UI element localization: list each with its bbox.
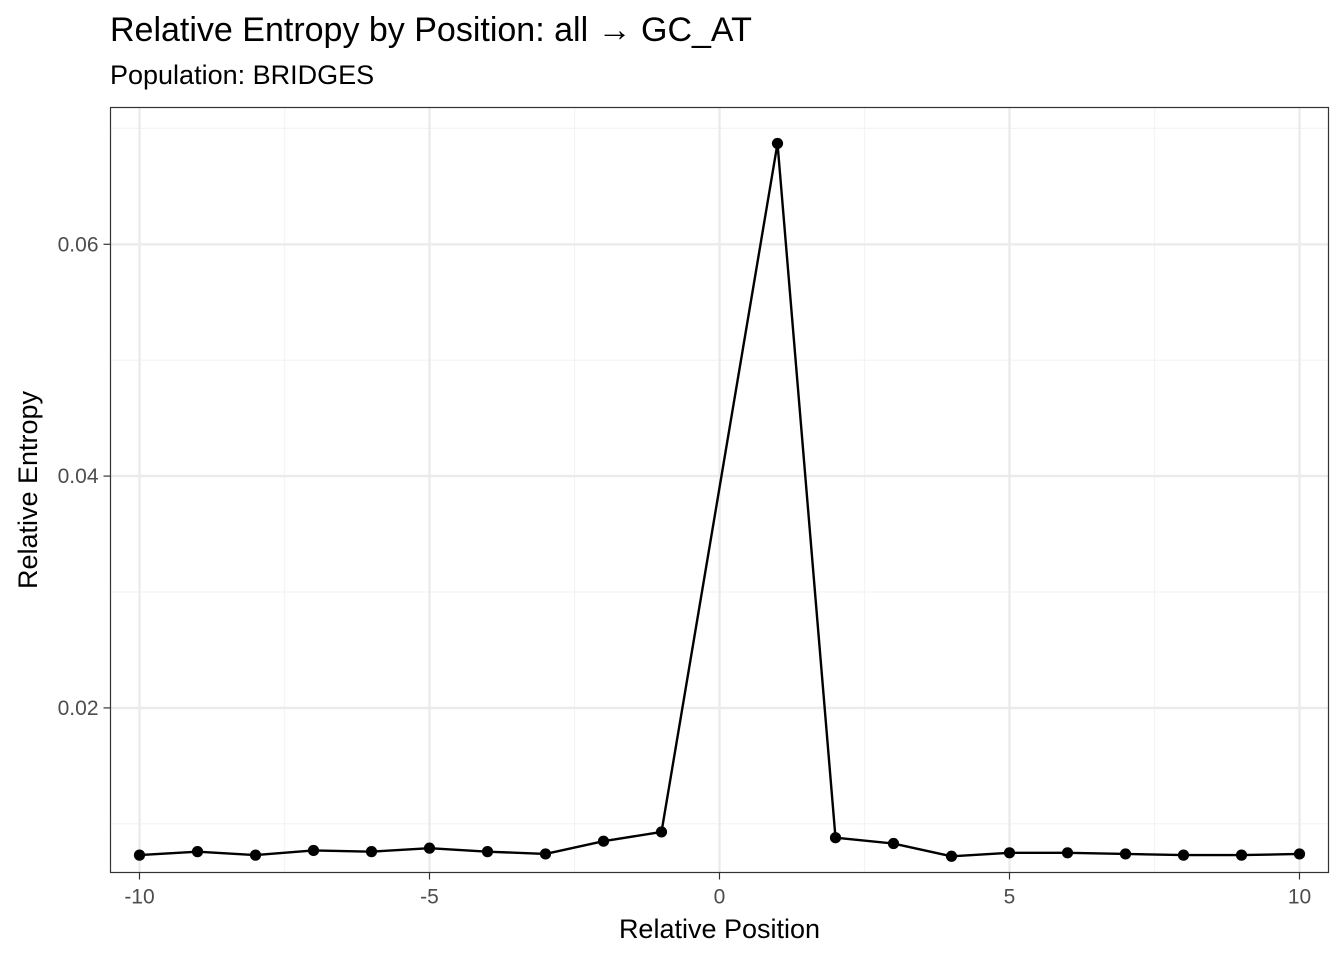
x-tick-label: -10: [124, 886, 154, 909]
data-point: [1177, 849, 1190, 861]
x-tick-label: -5: [420, 886, 439, 909]
chart-subtitle: Population: BRIDGES: [110, 60, 374, 90]
data-point: [423, 842, 436, 854]
x-tick-label: 5: [1004, 886, 1016, 909]
series-layer: [133, 137, 1306, 862]
y-tick-label: 0.02: [58, 697, 99, 720]
data-point: [133, 849, 146, 861]
data-point: [887, 837, 900, 850]
data-point: [655, 826, 668, 838]
data-point: [1235, 849, 1248, 861]
data-point: [945, 850, 958, 862]
y-tick-label: 0.04: [58, 465, 99, 488]
x-axis: -10 -5 0 5 10: [124, 872, 1311, 909]
series-line: [139, 142, 1300, 858]
x-tick-label: 0: [714, 886, 726, 909]
data-point: [307, 844, 320, 857]
data-point: [365, 846, 378, 858]
y-tick-label: 0.06: [58, 233, 99, 256]
x-tick-label: 10: [1288, 886, 1311, 909]
data-point: [597, 835, 610, 847]
data-point: [829, 832, 842, 844]
data-point: [191, 846, 204, 858]
data-point: [771, 137, 784, 150]
x-axis-title: Relative Position: [619, 914, 820, 944]
data-point: [249, 849, 262, 861]
data-point: [1119, 848, 1132, 860]
data-point: [539, 848, 552, 860]
data-point: [1003, 847, 1016, 859]
data-point: [1061, 847, 1074, 859]
y-axis-title: Relative Entropy: [13, 390, 43, 589]
y-axis: 0.02 0.04 0.06: [58, 233, 111, 720]
data-point: [481, 846, 494, 858]
chart-title: Relative Entropy by Position: all → GC_A…: [110, 11, 752, 49]
data-point: [1293, 848, 1306, 860]
